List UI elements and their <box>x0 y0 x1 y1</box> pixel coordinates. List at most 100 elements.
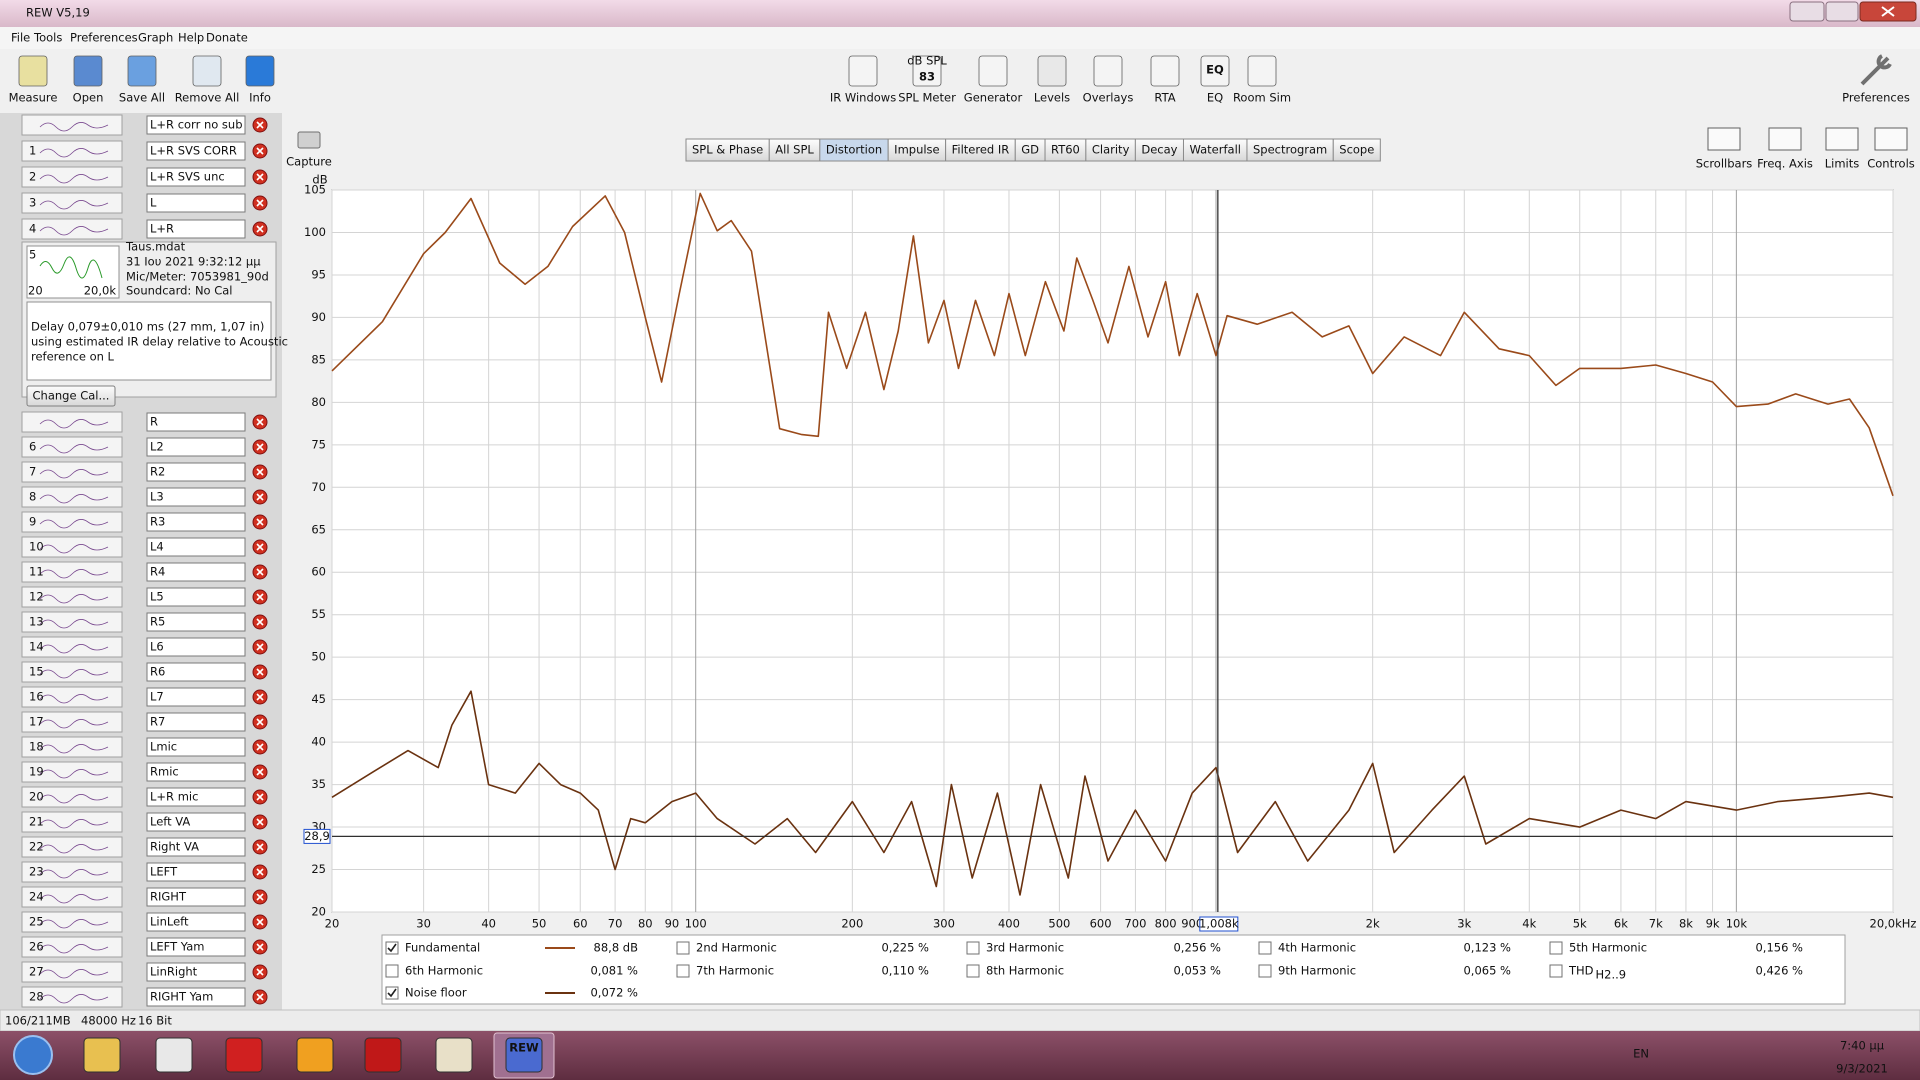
measurement-name[interactable]: L <box>150 196 157 210</box>
toolbar-button[interactable]: Remove All <box>175 91 240 105</box>
legend-checkbox[interactable] <box>385 986 399 1000</box>
measurement-name[interactable]: L2 <box>150 440 164 454</box>
graph-tab-label[interactable]: GD <box>1021 143 1039 157</box>
toolbar-button[interactable]: SPL Meter <box>898 91 956 105</box>
legend-checkbox[interactable] <box>385 964 399 978</box>
measurement-name-box[interactable] <box>146 512 246 532</box>
measurement-name[interactable]: LinRight <box>150 965 198 979</box>
start-button[interactable] <box>13 1035 53 1075</box>
measurement-name-box[interactable] <box>146 562 246 582</box>
legend-checkbox[interactable] <box>1258 941 1272 955</box>
measurement-name[interactable]: Lmic <box>150 740 177 754</box>
legend-checkbox[interactable] <box>676 941 690 955</box>
toolbar-button[interactable]: RTA <box>1154 91 1175 105</box>
measurement-name[interactable]: L+R SVS CORR <box>150 144 237 158</box>
capture-button[interactable]: Capture <box>286 155 332 169</box>
taskbar-app[interactable] <box>296 1037 334 1073</box>
graph-tab-label[interactable]: Filtered IR <box>952 143 1010 157</box>
measurement-name[interactable]: R7 <box>150 715 165 729</box>
measurement-name-box[interactable] <box>146 862 246 882</box>
legend-name[interactable]: 2nd Harmonic <box>696 941 777 955</box>
measurement-name[interactable]: LinLeft <box>150 915 189 929</box>
graph-tool-button[interactable]: Scrollbars <box>1696 157 1753 171</box>
taskbar-app[interactable] <box>83 1037 121 1073</box>
legend-name[interactable]: 6th Harmonic <box>405 964 483 978</box>
measurement-name[interactable]: L+R corr no sub <box>150 118 243 132</box>
measurement-name[interactable]: L4 <box>150 540 164 554</box>
graph-tool-button[interactable]: Limits <box>1825 157 1860 171</box>
measurement-name-box[interactable] <box>146 219 246 239</box>
maximize-button[interactable] <box>1825 1 1859 22</box>
measurement-name-box[interactable] <box>146 737 246 757</box>
measurement-name[interactable]: R6 <box>150 665 165 679</box>
taskbar-app[interactable] <box>435 1037 473 1073</box>
measurement-name-box[interactable] <box>146 837 246 857</box>
measurement-name-box[interactable] <box>146 687 246 707</box>
measurement-name[interactable]: LEFT <box>150 865 178 879</box>
measurement-name-box[interactable] <box>146 487 246 507</box>
menu-item[interactable]: Preferences <box>70 31 138 45</box>
measurement-name-box[interactable] <box>146 812 246 832</box>
measurement-name-box[interactable] <box>146 587 246 607</box>
graph-tab-label[interactable]: Impulse <box>894 143 939 157</box>
measurement-name[interactable]: L6 <box>150 640 164 654</box>
legend-checkbox[interactable] <box>385 941 399 955</box>
graph-tool-button[interactable]: Freq. Axis <box>1757 157 1813 171</box>
measurement-name[interactable]: RIGHT <box>150 890 187 904</box>
measurement-name-box[interactable] <box>146 937 246 957</box>
graph-tab-label[interactable]: Spectrogram <box>1253 143 1327 157</box>
measurement-name-box[interactable] <box>146 612 246 632</box>
taskbar-app[interactable] <box>364 1037 402 1073</box>
measurement-name-box[interactable] <box>146 887 246 907</box>
measurement-name-box[interactable] <box>146 141 246 161</box>
graph-tab-label[interactable]: Scope <box>1339 143 1374 157</box>
measurement-name[interactable]: R <box>150 415 158 429</box>
graph-tab-label[interactable]: Decay <box>1141 143 1177 157</box>
legend-name[interactable]: 9th Harmonic <box>1278 964 1356 978</box>
change-cal-button[interactable] <box>26 385 116 407</box>
measurement-name-box[interactable] <box>146 912 246 932</box>
legend-checkbox[interactable] <box>1549 964 1563 978</box>
toolbar-button[interactable]: EQ <box>1207 91 1223 105</box>
legend-name[interactable]: THD <box>1568 964 1594 978</box>
legend-name[interactable]: 3rd Harmonic <box>986 941 1064 955</box>
legend-checkbox[interactable] <box>676 964 690 978</box>
change-cal-label[interactable]: Change Cal... <box>33 389 110 403</box>
legend-name[interactable]: 5th Harmonic <box>1569 941 1647 955</box>
measurement-name-box[interactable] <box>146 537 246 557</box>
menu-item[interactable]: File <box>11 31 30 45</box>
measurement-name-box[interactable] <box>146 462 246 482</box>
graph-tab-label[interactable]: SPL & Phase <box>692 143 763 157</box>
measurement-name[interactable]: L3 <box>150 490 164 504</box>
minimize-button[interactable] <box>1789 1 1825 22</box>
legend-checkbox[interactable] <box>1258 964 1272 978</box>
taskbar-app[interactable] <box>155 1037 193 1073</box>
measurement-name[interactable]: L+R SVS unc <box>150 170 225 184</box>
measurement-name[interactable]: Right VA <box>150 840 199 854</box>
measurement-name[interactable]: Left VA <box>150 815 190 829</box>
toolbar-button[interactable]: Overlays <box>1083 91 1134 105</box>
measurement-name-box[interactable] <box>146 193 246 213</box>
toolbar-button[interactable]: Save All <box>119 91 165 105</box>
legend-name[interactable]: 8th Harmonic <box>986 964 1064 978</box>
measurement-name-box[interactable] <box>146 167 246 187</box>
graph-tool-button[interactable]: Controls <box>1867 157 1915 171</box>
legend-checkbox[interactable] <box>966 941 980 955</box>
graph-tab-label[interactable]: Distortion <box>826 143 882 157</box>
measurement-name[interactable]: R5 <box>150 615 165 629</box>
graph-tab-label[interactable]: Waterfall <box>1189 143 1240 157</box>
measurement-name-box[interactable] <box>146 412 246 432</box>
measurement-name-box[interactable] <box>146 962 246 982</box>
measurement-name-box[interactable] <box>146 987 246 1007</box>
measurement-name[interactable]: R4 <box>150 565 165 579</box>
legend-name[interactable]: 4th Harmonic <box>1278 941 1356 955</box>
toolbar-button[interactable]: Generator <box>964 91 1023 105</box>
graph-tab-label[interactable]: Clarity <box>1092 143 1130 157</box>
taskbar-app[interactable] <box>225 1037 263 1073</box>
menu-item[interactable]: Tools <box>33 31 62 45</box>
toolbar-button[interactable]: Open <box>73 91 104 105</box>
measurement-name[interactable]: L+R mic <box>150 790 198 804</box>
legend-checkbox[interactable] <box>966 964 980 978</box>
toolbar-button[interactable]: IR Windows <box>830 91 896 105</box>
measurement-name-box[interactable] <box>146 712 246 732</box>
